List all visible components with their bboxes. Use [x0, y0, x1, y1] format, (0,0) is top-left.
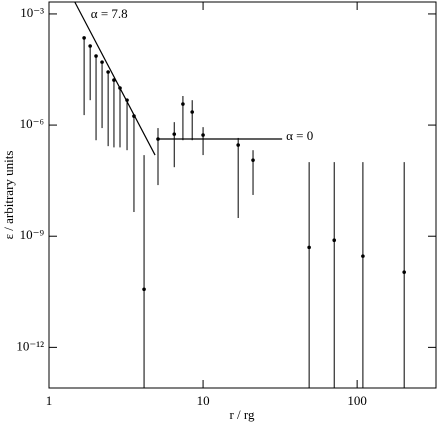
data-point [236, 143, 240, 147]
data-point [181, 102, 185, 106]
data-point [100, 60, 104, 64]
data-point [106, 70, 110, 74]
fit-label: α = 0 [286, 128, 313, 143]
data-point [88, 44, 92, 48]
x-tick-label: 100 [347, 393, 367, 408]
x-tick-label: 10 [197, 393, 210, 408]
x-tick-label: 1 [46, 393, 53, 408]
y-axis-label: ε / arbitrary units [1, 151, 16, 240]
data-point [142, 287, 146, 292]
y-tick-label: 10⁻⁹ [20, 227, 45, 242]
data-point [307, 245, 311, 250]
fit-label: α = 7.8 [91, 6, 128, 21]
data-point [172, 132, 177, 136]
y-tick-label: 10⁻⁶ [20, 116, 44, 131]
x-axis-label: r / rg [229, 407, 255, 422]
data-point [332, 238, 337, 243]
data-point [94, 54, 98, 58]
data-point [190, 110, 194, 114]
data-point [82, 36, 86, 40]
y-tick-label: 10⁻¹² [16, 338, 44, 353]
plot-frame [48, 1, 437, 389]
fit-line [74, 1, 156, 156]
data-point [201, 133, 205, 137]
data-point [251, 158, 255, 162]
data-point [402, 270, 406, 274]
data-point [361, 254, 365, 258]
y-tick-label: 10⁻³ [20, 5, 44, 20]
